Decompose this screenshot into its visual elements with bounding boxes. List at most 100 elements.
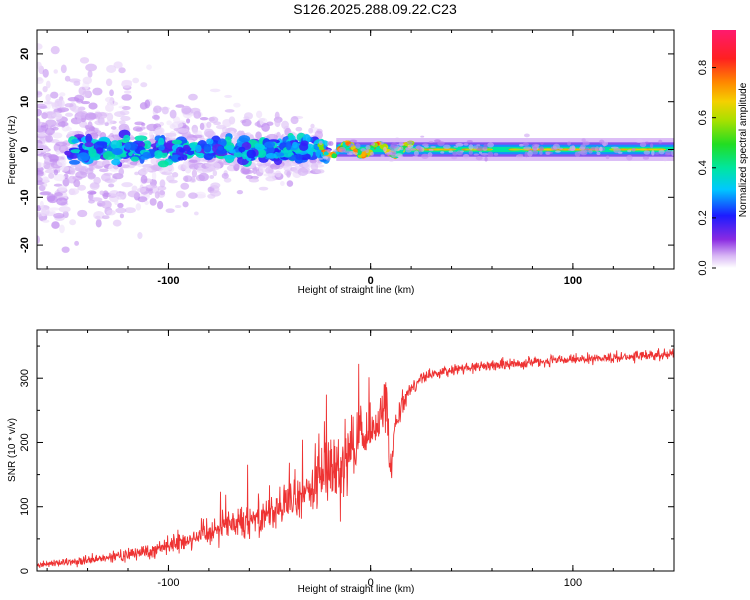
heatmap-cell — [264, 141, 276, 148]
heatmap-cell — [84, 124, 90, 130]
heatmap-cell — [134, 135, 148, 142]
heatmap-cell — [596, 151, 601, 156]
heatmap-cell — [476, 144, 481, 147]
x-tick-label: 0 — [368, 275, 374, 287]
heatmap-cell — [45, 156, 50, 163]
heatmap-cell — [453, 145, 459, 148]
heatmap-cell — [388, 157, 395, 162]
spectrogram-y-axis-label: Frequency (Hz) — [7, 116, 18, 185]
heatmap-cell — [171, 121, 184, 129]
heatmap-cell — [146, 123, 159, 132]
heatmap-cell — [421, 153, 429, 159]
heatmap-cell — [248, 178, 260, 183]
heatmap-cell — [224, 94, 233, 99]
heatmap-cell — [468, 150, 473, 155]
colorbar-tick-label: 0.4 — [697, 160, 709, 175]
heatmap-cell — [110, 126, 117, 130]
heatmap-cell — [182, 175, 193, 182]
heatmap-cell — [255, 110, 263, 119]
heatmap-cell — [77, 116, 82, 123]
heatmap-cell — [59, 92, 66, 97]
heatmap-cell — [360, 151, 366, 158]
heatmap-cell — [50, 91, 59, 99]
heatmap-cell — [112, 219, 122, 227]
heatmap-cell — [121, 106, 131, 111]
heatmap-cell — [555, 150, 561, 153]
heatmap-cell — [463, 143, 469, 146]
heatmap-cell — [37, 77, 44, 85]
heatmap-cell — [407, 144, 414, 149]
heatmap-cell — [288, 134, 296, 142]
heatmap-cell — [181, 105, 192, 115]
heatmap-cell — [114, 199, 119, 206]
heatmap-cell — [255, 131, 262, 140]
heatmap-cell — [256, 149, 267, 158]
heatmap-cell — [82, 76, 93, 85]
heatmap-cell — [51, 221, 60, 229]
heatmap-cell — [134, 171, 139, 176]
heatmap-cell — [224, 109, 235, 113]
heatmap-cell — [115, 207, 127, 214]
heatmap-cell — [153, 105, 162, 114]
heatmap-cell — [142, 151, 151, 159]
heatmap-cell — [37, 90, 43, 98]
heatmap-cell — [192, 127, 198, 135]
heatmap-cell — [323, 151, 329, 156]
heatmap-cell — [552, 143, 560, 150]
heatmap-cell — [410, 147, 416, 151]
heatmap-cell — [37, 153, 47, 157]
heatmap-cell — [567, 148, 576, 151]
heatmap-cell — [71, 138, 80, 144]
heatmap-cell — [145, 184, 158, 189]
heatmap-cell — [154, 150, 163, 158]
heatmap-cell — [43, 161, 51, 170]
heatmap-cell — [399, 146, 404, 151]
heatmap-cell — [137, 187, 147, 193]
heatmap-cell — [92, 87, 103, 96]
heatmap-cell — [226, 145, 235, 151]
heatmap-cell — [37, 145, 49, 150]
heatmap-cell — [475, 155, 483, 161]
snr-frame — [36, 329, 675, 572]
y-tick-label: 0 — [19, 568, 31, 574]
heatmap-cell — [118, 67, 126, 74]
heatmap-cell — [580, 144, 586, 150]
heatmap-cell — [546, 151, 554, 154]
heatmap-cell — [95, 147, 104, 154]
heatmap-cell — [186, 118, 191, 124]
heatmap-cell — [45, 80, 51, 89]
heatmap-cell — [124, 142, 131, 150]
heatmap-cell — [631, 148, 636, 152]
heatmap-cell — [642, 156, 650, 160]
colorbar-tick-label: 0.8 — [697, 60, 709, 75]
heatmap-cell — [74, 240, 80, 246]
heatmap-cell — [594, 146, 600, 152]
heatmap-cell — [99, 190, 105, 196]
heatmap-cell — [56, 159, 67, 167]
heatmap-cell — [209, 175, 215, 179]
heatmap-cell — [106, 209, 116, 216]
heatmap-cell — [233, 102, 241, 108]
heatmap-cell — [99, 116, 105, 124]
heatmap-cell — [175, 190, 186, 199]
y-tick-label: -10 — [19, 189, 31, 205]
heatmap-cell — [286, 180, 294, 187]
heatmap-cell — [55, 141, 68, 147]
x-tick-label: 100 — [564, 275, 582, 287]
heatmap-cell — [645, 141, 649, 144]
colorbar-tick-label: 0.0 — [697, 260, 709, 275]
colorbar-tick-label: 0.6 — [697, 110, 709, 125]
heatmap-cell — [188, 93, 198, 101]
heatmap-cell — [193, 211, 199, 216]
figure-title: S126.2025.288.09.22.C23 — [293, 1, 457, 17]
heatmap-cell — [427, 152, 433, 157]
heatmap-cell — [201, 168, 213, 173]
heatmap-cell — [627, 149, 632, 153]
heatmap-cell — [104, 96, 115, 103]
heatmap-cell — [466, 139, 473, 143]
heatmap-cell — [87, 190, 97, 195]
heatmap-cell — [52, 132, 63, 139]
heatmap-cell — [241, 118, 252, 127]
heatmap-cell — [658, 139, 663, 144]
